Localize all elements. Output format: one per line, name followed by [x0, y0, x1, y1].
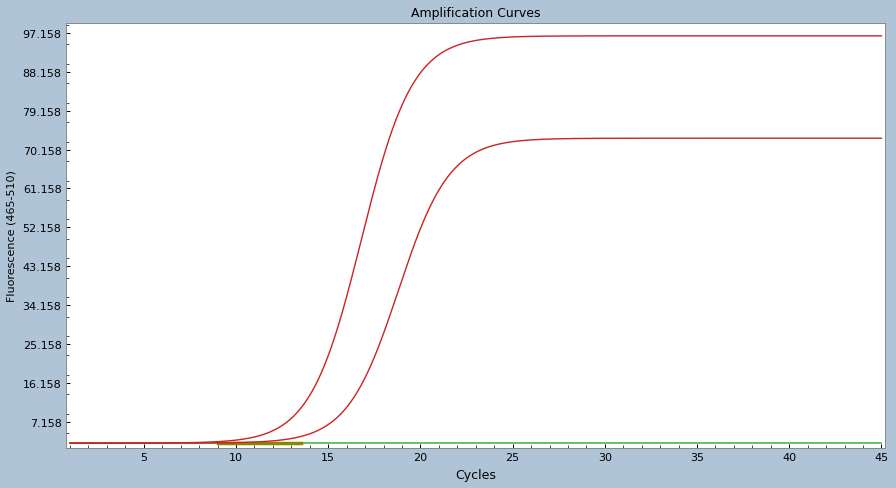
X-axis label: Cycles: Cycles: [455, 468, 496, 481]
Y-axis label: Fluorescence (465-510): Fluorescence (465-510): [7, 170, 17, 302]
Title: Amplification Curves: Amplification Curves: [411, 7, 540, 20]
